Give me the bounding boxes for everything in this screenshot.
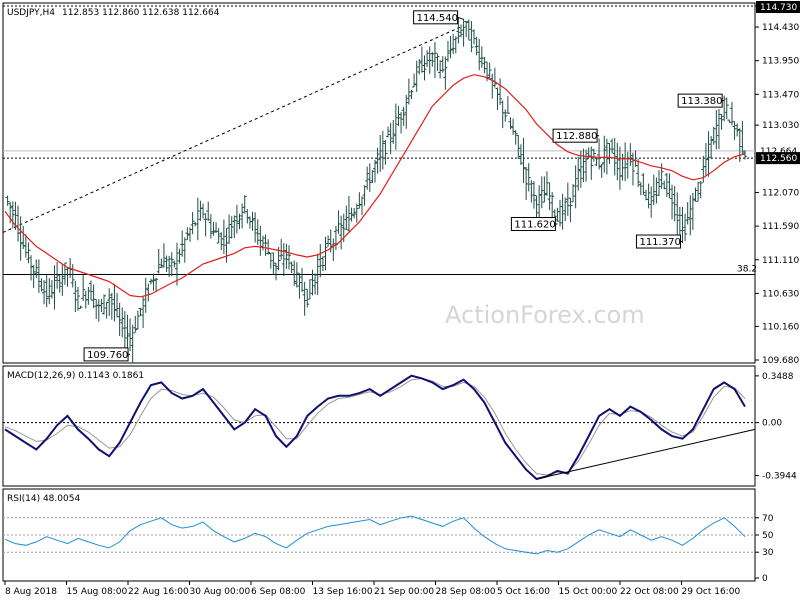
y-tick-label: 113.030 bbox=[762, 121, 799, 131]
macd-title: MACD(12,26,9) 0.1143 0.1861 bbox=[7, 371, 144, 381]
x-tick-label: 22 Oct 08:00 bbox=[620, 587, 679, 597]
watermark: ActionForex.com bbox=[445, 301, 645, 329]
x-tick-label: 6 Sep 08:00 bbox=[251, 587, 306, 597]
y-tick-label: 111.110 bbox=[762, 256, 799, 266]
macd-y-tick-label: 0.00 bbox=[762, 419, 782, 429]
main-layer: 38.2 114.540 109.760 111.620 112.880 111.370 1… bbox=[2, 5, 757, 363]
callout-label: 112.880 bbox=[556, 131, 597, 142]
macd-line bbox=[4, 374, 746, 481]
y-tick-label: 114.430 bbox=[762, 23, 799, 33]
x-tick-label: 5 Oct 16:00 bbox=[497, 587, 550, 597]
y-tick-label: 113.950 bbox=[762, 57, 799, 67]
callout-label: 111.370 bbox=[639, 237, 680, 248]
rsi-y-tick-label: 50 bbox=[762, 531, 774, 541]
main-panel-frame bbox=[2, 2, 756, 364]
callout-label: 111.620 bbox=[514, 220, 555, 231]
callout-box bbox=[677, 93, 723, 108]
trend-line bbox=[2, 25, 464, 233]
callout-label: 109.760 bbox=[87, 350, 128, 361]
y-tick-label: 112.070 bbox=[762, 188, 799, 198]
callout-box bbox=[635, 234, 681, 249]
callout-box bbox=[413, 10, 459, 25]
fib-label: 38.2 bbox=[737, 264, 757, 274]
macd-panel-frame bbox=[2, 365, 756, 487]
main-chart-title: USDJPY,H4 bbox=[7, 8, 55, 18]
top-tag: 114.730 bbox=[760, 3, 797, 13]
rsi-y-tick-label: 70 bbox=[762, 514, 774, 524]
x-tick-label: 21 Sep 00:00 bbox=[374, 587, 434, 597]
callout-label: 113.380 bbox=[681, 96, 722, 107]
x-tick-label: 28 Sep 08:00 bbox=[436, 587, 496, 597]
current-price-tag: 112.664 bbox=[760, 147, 797, 157]
x-tick-label: 15 Aug 08:00 bbox=[67, 587, 128, 597]
moving-average-line bbox=[4, 74, 746, 298]
axis-layer: 109.680 110.160 110.630 111.110 111.590 112.0… bbox=[4, 1, 800, 597]
callout-box bbox=[552, 128, 598, 143]
rsi-line bbox=[4, 515, 746, 555]
y-tick-label: 110.160 bbox=[762, 322, 799, 332]
rsi-layer bbox=[3, 515, 755, 555]
rsi-title: RSI(14) 48.0054 bbox=[7, 494, 80, 504]
callout-label: 114.540 bbox=[417, 13, 458, 24]
y-tick-label: 109.680 bbox=[762, 356, 799, 366]
x-tick-label: 22 Aug 16:00 bbox=[128, 587, 189, 597]
macd-layer bbox=[3, 374, 756, 481]
ohlc-values: 112.853 112.860 112.638 112.664 bbox=[62, 8, 220, 18]
x-tick-label: 30 Aug 00:00 bbox=[190, 587, 251, 597]
x-tick-label: 29 Oct 16:00 bbox=[682, 587, 741, 597]
callout-connector bbox=[457, 16, 464, 20]
y-tick-label: 110.630 bbox=[762, 289, 799, 299]
macd-y-tick-label: -0.3944 bbox=[762, 472, 797, 482]
macd-trend-line bbox=[536, 428, 756, 480]
top-tag-bg bbox=[756, 1, 800, 13]
support-tag-bg bbox=[756, 152, 800, 165]
y-tick-label: 113.470 bbox=[762, 90, 799, 100]
x-tick-label: 15 Oct 00:00 bbox=[559, 587, 618, 597]
x-tick-label: 8 Aug 2018 bbox=[5, 587, 57, 597]
callout-box bbox=[510, 217, 556, 232]
rsi-y-tick-label: 30 bbox=[762, 548, 774, 558]
support-tag: 112.560 bbox=[760, 154, 797, 164]
rsi-y-tick-label: 0 bbox=[762, 574, 768, 584]
callout-box bbox=[83, 347, 129, 362]
y-tick-label: 111.590 bbox=[762, 222, 799, 232]
macd-y-tick-label: 0.3488 bbox=[762, 372, 794, 382]
symbol-label: USDJPY,H4 bbox=[7, 8, 55, 18]
x-tick-label: 13 Sep 16:00 bbox=[313, 587, 373, 597]
